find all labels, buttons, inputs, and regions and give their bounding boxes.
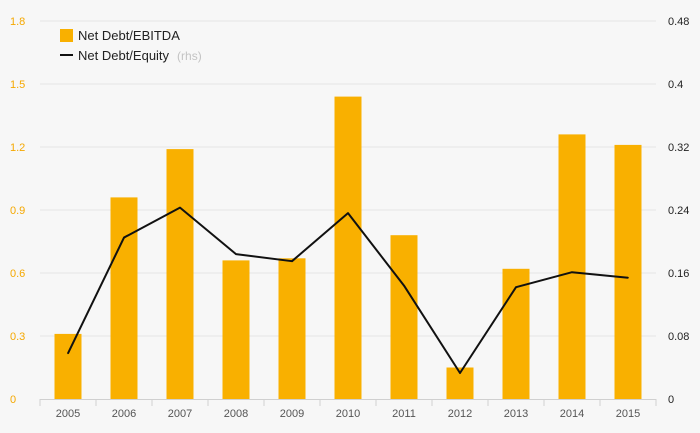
legend: Net Debt/EBITDA Net Debt/Equity (rhs)	[60, 28, 202, 64]
right-tick-label: 0.24	[668, 205, 689, 217]
left-tick-label: 0.9	[10, 205, 25, 217]
bar	[222, 260, 250, 399]
legend-bar-label: Net Debt/EBITDA	[78, 28, 180, 43]
x-tick-label: 2012	[448, 408, 472, 420]
line-series	[67, 206, 629, 375]
bar-series	[54, 96, 642, 399]
right-tick-label: 0.48	[668, 16, 689, 28]
line-point	[571, 271, 573, 274]
line-point	[179, 206, 181, 209]
right-tick-label: 0.08	[668, 331, 689, 343]
line-point	[403, 284, 405, 287]
x-tick-label: 2011	[392, 408, 416, 420]
line-point	[67, 352, 69, 355]
bar	[334, 96, 362, 399]
bar	[502, 268, 530, 399]
right-axis: 0 0.08 0.16 0.24 0.32 0.4 0.48	[668, 16, 689, 406]
bar	[278, 258, 306, 399]
left-tick-label: 1.5	[10, 79, 25, 91]
left-tick-label: 1.2	[10, 142, 25, 154]
x-tick-label: 2009	[280, 408, 304, 420]
x-axis: 2005 2006 2007 2008 2009 2010 2011 2012 2013 2014…	[39, 399, 657, 420]
left-axis: 0 0.3 0.6 0.9 1.2 1.5 1.8	[10, 16, 25, 406]
right-tick-label: 0.4	[668, 79, 683, 91]
legend-line-label-group: Net Debt/Equity (rhs)	[78, 47, 202, 64]
x-tick-label: 2010	[336, 408, 360, 420]
x-tick-label: 2015	[616, 408, 640, 420]
bar	[54, 333, 82, 399]
line-point	[235, 253, 237, 255]
left-tick-label: 0.3	[10, 331, 25, 343]
bar	[110, 197, 138, 399]
left-tick-label: 0.6	[10, 268, 25, 280]
legend-bar-swatch	[60, 29, 73, 42]
right-tick-label: 0	[668, 394, 674, 406]
bar	[614, 144, 642, 399]
x-tick-label: 2008	[224, 408, 248, 420]
bar	[558, 134, 586, 399]
left-tick-label: 0	[10, 394, 16, 406]
x-tick-label: 2013	[504, 408, 528, 420]
x-tick-label: 2014	[560, 408, 584, 420]
legend-line-label: Net Debt/Equity	[78, 48, 170, 63]
line-point	[123, 236, 125, 239]
x-tick-label: 2006	[112, 408, 136, 420]
bar	[390, 235, 418, 399]
bar	[166, 149, 194, 399]
x-tick-label: 2007	[168, 408, 192, 420]
line-point	[347, 212, 349, 214]
left-tick-label: 1.8	[10, 16, 25, 28]
legend-line-suffix: (rhs)	[177, 49, 202, 63]
line-point	[627, 276, 629, 279]
right-tick-label: 0.32	[668, 142, 689, 154]
x-tick-label: 2005	[56, 408, 80, 420]
line-point	[291, 260, 293, 262]
line-point	[459, 372, 461, 374]
right-tick-label: 0.16	[668, 268, 689, 280]
line-point	[515, 286, 517, 288]
